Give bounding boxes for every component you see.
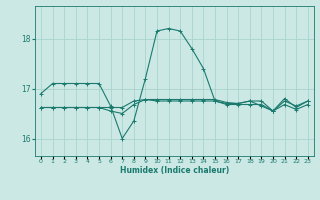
- X-axis label: Humidex (Indice chaleur): Humidex (Indice chaleur): [120, 166, 229, 175]
